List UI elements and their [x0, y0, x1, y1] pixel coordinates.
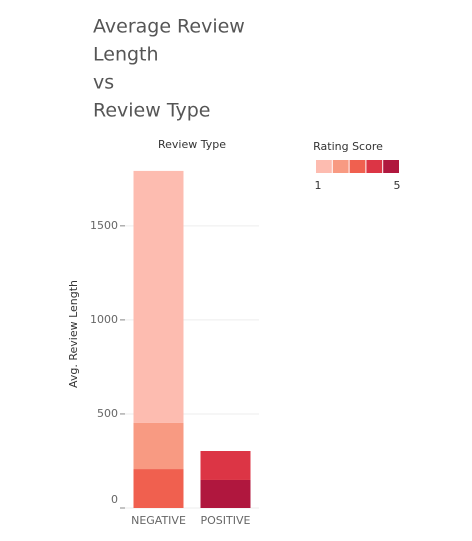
- x-tick-label: NEGATIVE: [131, 514, 186, 527]
- legend-swatch: [332, 160, 349, 173]
- bar-segment: [133, 422, 184, 470]
- y-tick-label: 0: [111, 493, 118, 506]
- y-axis-label: Avg. Review Length: [67, 280, 80, 388]
- legend-high: 5: [394, 179, 401, 192]
- bar-segment: [200, 479, 251, 508]
- legend-swatch: [349, 160, 366, 173]
- y-tick-label: 1500: [90, 219, 118, 232]
- chart-title: vs: [93, 72, 114, 94]
- chart-title: Review Type: [93, 100, 210, 122]
- bar-segment: [133, 469, 184, 508]
- legend-low: 1: [315, 179, 322, 192]
- legend-title: Rating Score: [313, 140, 383, 153]
- legend-swatch: [366, 160, 383, 173]
- bar-segment: [200, 451, 251, 480]
- legend-swatch: [316, 160, 332, 173]
- y-tick-label: 1000: [90, 313, 118, 326]
- bar-segment: [133, 170, 184, 423]
- legend-swatch: [383, 160, 399, 173]
- x-tick-label: POSITIVE: [201, 514, 251, 527]
- chart-title: Length: [93, 44, 159, 66]
- chart-title: Average Review: [93, 16, 245, 38]
- x-header: Review Type: [158, 138, 226, 151]
- y-tick-label: 500: [97, 407, 118, 420]
